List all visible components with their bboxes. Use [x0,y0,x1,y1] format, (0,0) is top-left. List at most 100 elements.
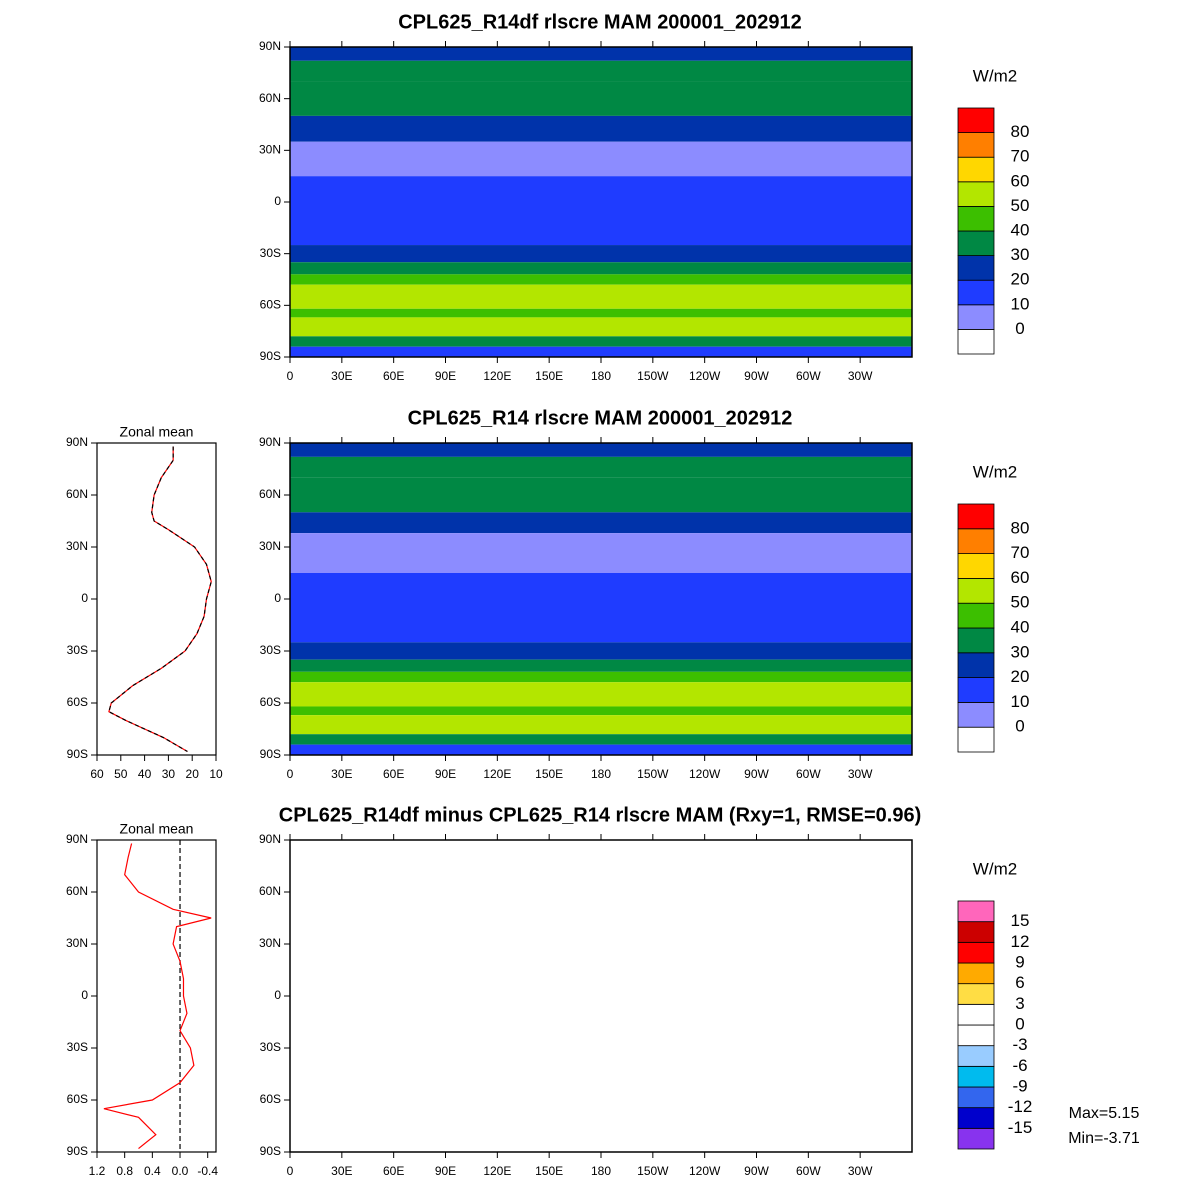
y-tick-label: 30S [260,643,281,657]
colorbar-box [957,304,995,330]
colorbar-label: 50 [1011,593,1030,612]
contour-band [290,512,912,534]
map-title: CPL625_R14df minus CPL625_R14 rlscre MAM… [279,804,922,826]
colorbar-box [957,962,995,985]
x-tick-label: 150W [637,369,669,383]
x-tick-label: 90W [744,767,769,781]
contour-band [290,477,912,513]
y-tick-label: 60S [260,1092,281,1106]
colorbar-box [957,921,995,943]
contour-band [290,734,912,745]
units-label: W/m2 [973,859,1017,878]
contour-band [290,60,912,82]
colorbar-box [957,1086,995,1109]
colorbar-box [957,1107,995,1129]
x-tick-label: 40 [138,767,152,781]
colorbar-box [957,627,995,654]
colorbar-box [957,652,995,678]
x-tick-label: 120W [689,767,721,781]
colorbar-label: 40 [1011,220,1030,239]
x-tick-label: 0.8 [116,1164,133,1178]
plot-frame [96,839,217,1153]
colorbar-box [957,132,995,158]
contour-band [290,284,912,309]
contour-band [290,81,912,116]
y-tick-label: 30N [66,936,88,950]
colorbar-box [957,503,995,530]
colorbar-label: 10 [1011,692,1030,711]
x-tick-label: 90E [435,369,456,383]
plot-frame [96,442,217,756]
x-tick-label: 150E [535,1164,563,1178]
colorbar-box [957,328,995,355]
x-tick-label: 0 [287,1164,294,1178]
colorbar-label: 80 [1011,122,1030,141]
colorbar-box [957,578,995,604]
y-tick-label: 30S [260,246,281,260]
y-tick-label: 60S [67,1092,88,1106]
x-tick-label: 1.2 [89,1164,106,1178]
colorbar-label: 6 [1015,973,1024,992]
x-tick-label: 90W [744,1164,769,1178]
colorbar-box [957,1065,995,1088]
stat-annotation: Min=-3.71 [1068,1130,1140,1147]
colorbar-label: -12 [1008,1097,1033,1116]
colorbar-label: 0 [1015,1014,1024,1033]
x-tick-label: 60W [796,369,821,383]
x-tick-label: 120W [689,1164,721,1178]
colorbar-label: -6 [1012,1056,1027,1075]
colorbar-box [957,1003,995,1026]
colorbar-box [957,205,995,232]
colorbar-box [957,107,995,134]
plot-title: Zonal mean [120,821,194,837]
x-tick-label: 150E [535,369,563,383]
colorbar-box [957,983,995,1005]
colorbar-box [957,677,995,703]
x-tick-label: 60 [90,767,104,781]
x-tick-label: 30W [848,767,873,781]
y-tick-label: 60N [66,487,88,501]
colorbar-box [957,181,995,207]
colorbar-label: -3 [1012,1035,1027,1054]
y-tick-label: 60N [259,884,281,898]
x-tick-label: 90E [435,767,456,781]
colorbar-box [957,900,995,923]
x-tick-label: 60E [383,369,404,383]
contour-band [290,682,912,707]
contour-band [290,274,912,285]
y-tick-label: 60S [260,298,281,312]
colorbar-box [957,1045,995,1067]
contour-band [290,456,912,478]
colorbar-label: 15 [1011,911,1030,930]
x-tick-label: 120W [689,369,721,383]
x-tick-label: 90W [744,369,769,383]
x-tick-label: 30E [331,1164,352,1178]
contour-band [290,671,912,683]
contour-band [290,317,912,337]
y-tick-label: 60N [259,487,281,501]
colorbar-label: 12 [1011,932,1030,951]
contour-band [290,262,912,275]
colorbar-box [957,1127,995,1150]
contour-band [290,706,912,716]
colorbar-box [957,702,995,728]
y-tick-label: 90S [260,1144,281,1158]
x-tick-label: 0 [287,767,294,781]
x-tick-label: 120E [483,369,511,383]
y-tick-label: 90N [259,435,281,449]
y-tick-label: 30N [259,143,281,157]
x-tick-label: 0.4 [144,1164,161,1178]
y-tick-label: 0 [274,194,281,208]
contour-band [290,336,912,347]
colorbar-label: 30 [1011,642,1030,661]
contour-band [290,176,912,246]
map-title: CPL625_R14 rlscre MAM 200001_202912 [408,407,793,429]
colorbar-label: 10 [1011,294,1030,313]
colorbar-label: 0 [1015,319,1024,338]
x-tick-label: 60W [796,1164,821,1178]
colorbar-label: 60 [1011,568,1030,587]
x-tick-label: 150W [637,767,669,781]
x-tick-label: 150W [637,1164,669,1178]
y-tick-label: 90S [67,1144,88,1158]
